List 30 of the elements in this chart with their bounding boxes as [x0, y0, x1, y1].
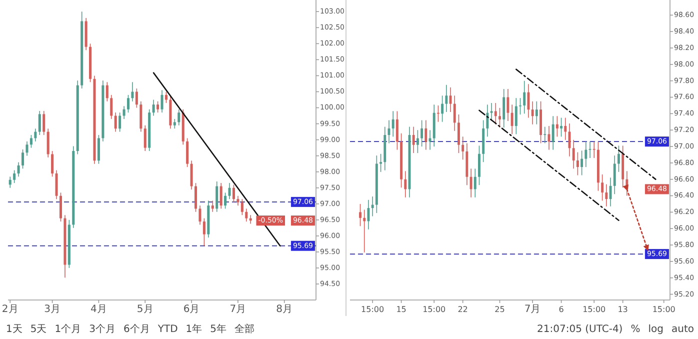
- x-tick-label: 7月: [524, 304, 541, 315]
- text: 1天: [6, 324, 22, 335]
- x-tick-label: 3月: [44, 304, 60, 315]
- text: 3个月: [89, 323, 116, 335]
- text: 5年: [210, 323, 227, 335]
- x-tick-label: 2月: [2, 304, 18, 315]
- x-tick-label: 15:00: [582, 305, 606, 314]
- x-tick-label: 15:00: [652, 305, 676, 314]
- x-tick-label: 15:00: [361, 305, 384, 314]
- text: 全部: [234, 323, 255, 335]
- x-tick-label: 15: [396, 305, 406, 314]
- x-tick-label: 22: [458, 305, 468, 314]
- x-tick-label: 13: [618, 305, 628, 314]
- x-tick-label: 7月: [230, 304, 246, 315]
- text: 1个月: [54, 323, 82, 335]
- x-tick-label: 6: [558, 305, 564, 314]
- text: 5天: [30, 324, 47, 335]
- x-tick-label: 5月: [136, 304, 154, 315]
- x-tick-label: 6月: [183, 304, 200, 315]
- x-tick-label: 4月: [90, 304, 107, 315]
- x-tick-label: 25: [494, 305, 505, 314]
- text: 1年: [186, 323, 202, 335]
- x-tick-label: 15:00: [422, 305, 446, 314]
- text: log: [648, 324, 664, 335]
- text: YTD: [156, 324, 178, 335]
- text: auto: [671, 324, 694, 335]
- x-tick-label: 8月: [276, 304, 293, 315]
- text: %: [630, 324, 640, 335]
- text: 21:07:05 (UTC-4): [537, 324, 623, 335]
- text: 6个月: [124, 323, 150, 335]
